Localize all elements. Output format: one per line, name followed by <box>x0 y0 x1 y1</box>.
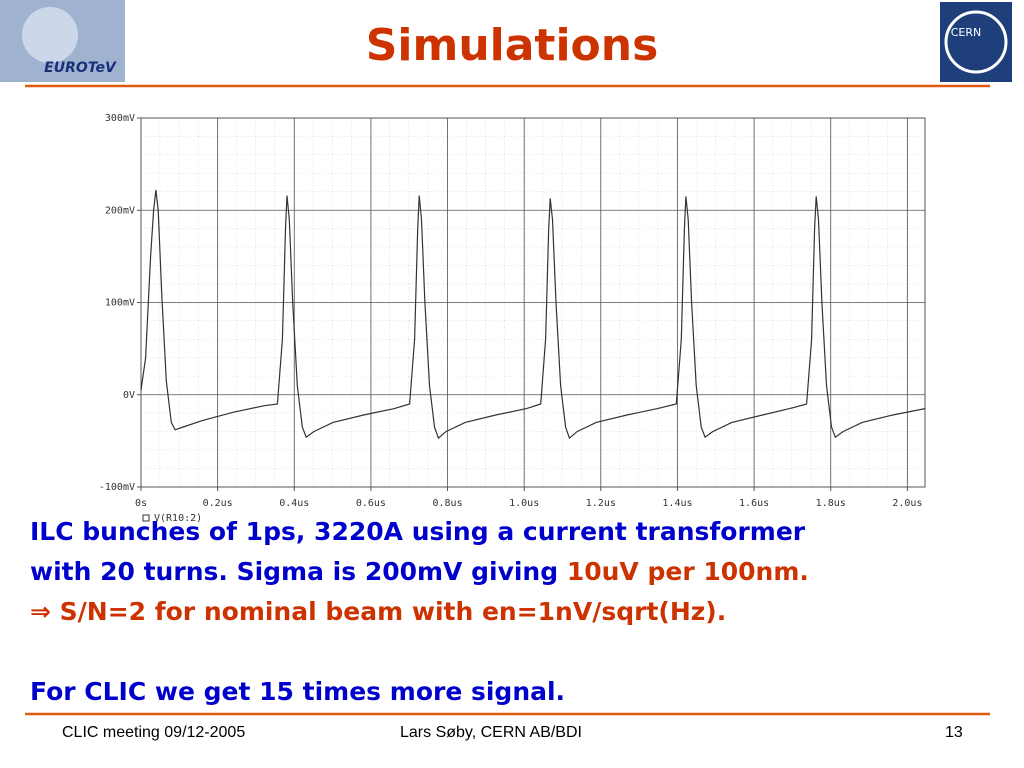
text-line: ILC bunches of 1ps, 3220A using a curren… <box>30 512 809 552</box>
page-number: 13 <box>945 724 963 741</box>
footer-center: Lars Søby, CERN AB/BDI <box>400 724 582 741</box>
text-run: ⇒ S/N=2 for nominal beam with en=1nV/sqr… <box>30 597 727 626</box>
text-run: 10uV per 100nm. <box>566 557 809 586</box>
y-tick-label: 300mV <box>105 113 135 124</box>
slide-title: Simulations <box>366 20 659 71</box>
y-tick-label: 100mV <box>105 298 135 309</box>
legend-label: V(R10:2) <box>154 513 202 524</box>
body-text: ILC bunches of 1ps, 3220A using a curren… <box>30 512 809 712</box>
y-tick-label: 200mV <box>105 205 135 216</box>
x-tick-label: 1.2us <box>586 498 616 509</box>
text-run: ILC bunches of 1ps, 3220A using a curren… <box>30 517 806 546</box>
y-tick-label: -100mV <box>99 482 135 493</box>
x-tick-label: 1.8us <box>816 498 846 509</box>
text-line: with 20 turns. Sigma is 200mV giving 10u… <box>30 552 809 592</box>
x-tick-label: 0.8us <box>432 498 462 509</box>
legend-marker <box>142 514 150 522</box>
x-tick-label: 1.0us <box>509 498 539 509</box>
x-tick-label: 0.2us <box>203 498 233 509</box>
y-tick-label: 0V <box>123 390 135 401</box>
x-tick-label: 0.4us <box>279 498 309 509</box>
x-tick-label: 2.0us <box>892 498 922 509</box>
footer-left: CLIC meeting 09/12-2005 <box>62 724 246 741</box>
x-tick-label: 1.6us <box>739 498 769 509</box>
text-run: For CLIC we get 15 times more signal. <box>30 677 566 706</box>
x-tick-label: 1.4us <box>662 498 692 509</box>
text-line: ⇒ S/N=2 for nominal beam with en=1nV/sqr… <box>30 592 809 632</box>
text-line: For CLIC we get 15 times more signal. <box>30 672 809 712</box>
series-line <box>140 189 926 440</box>
text-run: with 20 turns. Sigma is 200mV giving <box>30 557 567 586</box>
left-logo: EUROTeV <box>0 0 125 82</box>
logo-text: EUROTeV <box>44 60 117 76</box>
x-tick-label: 0s <box>135 498 147 509</box>
x-tick-label: 0.6us <box>356 498 386 509</box>
right-logo: CERN <box>940 2 1012 82</box>
logo-text: CERN <box>951 26 982 39</box>
